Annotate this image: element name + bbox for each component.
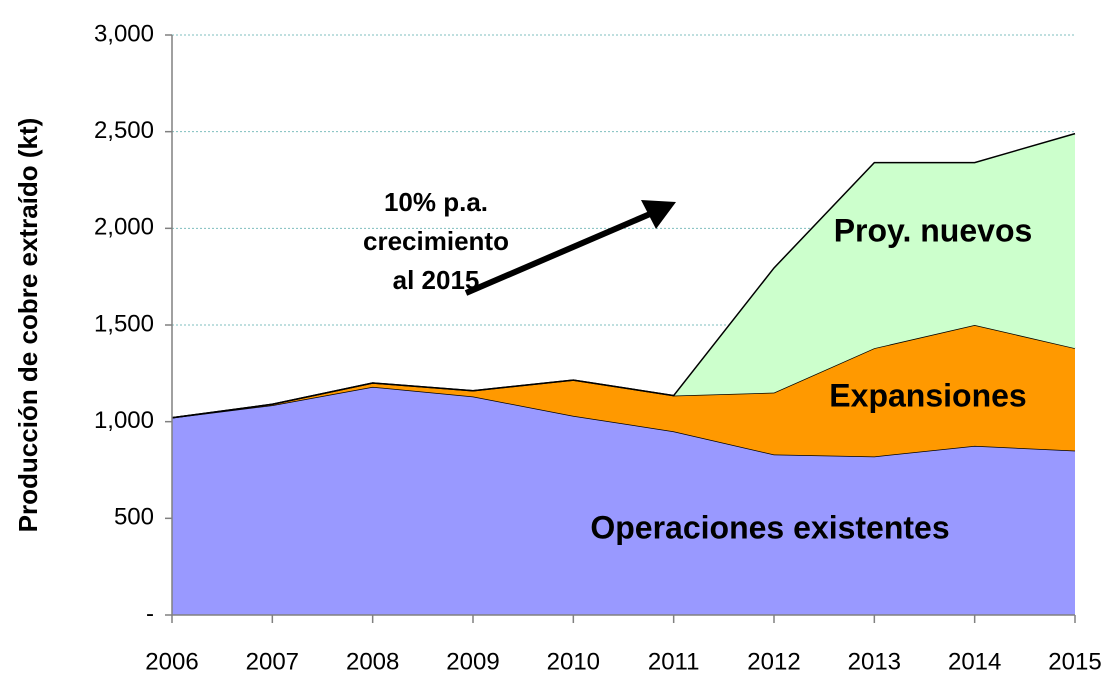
- y-tick-label: 2,500: [94, 117, 154, 144]
- x-tick-label: 2007: [246, 648, 299, 673]
- y-tick-label: 500: [114, 504, 154, 531]
- y-axis-label: Producción de cobre extraído (kt): [13, 118, 43, 533]
- x-tick-label: 2013: [848, 648, 901, 673]
- plot-area: [171, 34, 1076, 615]
- x-tick-label: 2008: [346, 648, 399, 673]
- x-tick-label: 2009: [446, 648, 499, 673]
- annotation: 10% p.a. crecimiento al 2015: [363, 187, 676, 296]
- x-tick-label: 2006: [145, 648, 198, 673]
- x-tick-label: 2012: [747, 648, 800, 673]
- y-tick-label: 3,000: [94, 20, 154, 47]
- x-tick-label: 2010: [547, 648, 600, 673]
- annotation-line: al 2015: [393, 265, 480, 295]
- annotation-line: 10% p.a.: [384, 187, 488, 217]
- y-tick-label: 2,000: [94, 214, 154, 241]
- area-label: Expansiones: [829, 377, 1026, 413]
- y-tick-label: 1,000: [94, 407, 154, 434]
- area-edge: [171, 132, 1076, 419]
- area: [172, 386, 1075, 615]
- arrow-head: [641, 200, 676, 229]
- area-label: Operaciones existentes: [590, 509, 949, 545]
- area-label: Proy. nuevos: [834, 212, 1033, 248]
- x-tick-label: 2015: [1048, 648, 1101, 673]
- arrow-shaft: [464, 211, 652, 296]
- x-tick-label: 2014: [948, 648, 1001, 673]
- y-tick-label: -: [146, 600, 154, 627]
- area: [172, 133, 1075, 418]
- x-tick-label: 2011: [648, 648, 700, 673]
- annotation-line: crecimiento: [363, 226, 509, 256]
- area: [172, 325, 1075, 457]
- y-tick-label: 1,500: [94, 310, 154, 337]
